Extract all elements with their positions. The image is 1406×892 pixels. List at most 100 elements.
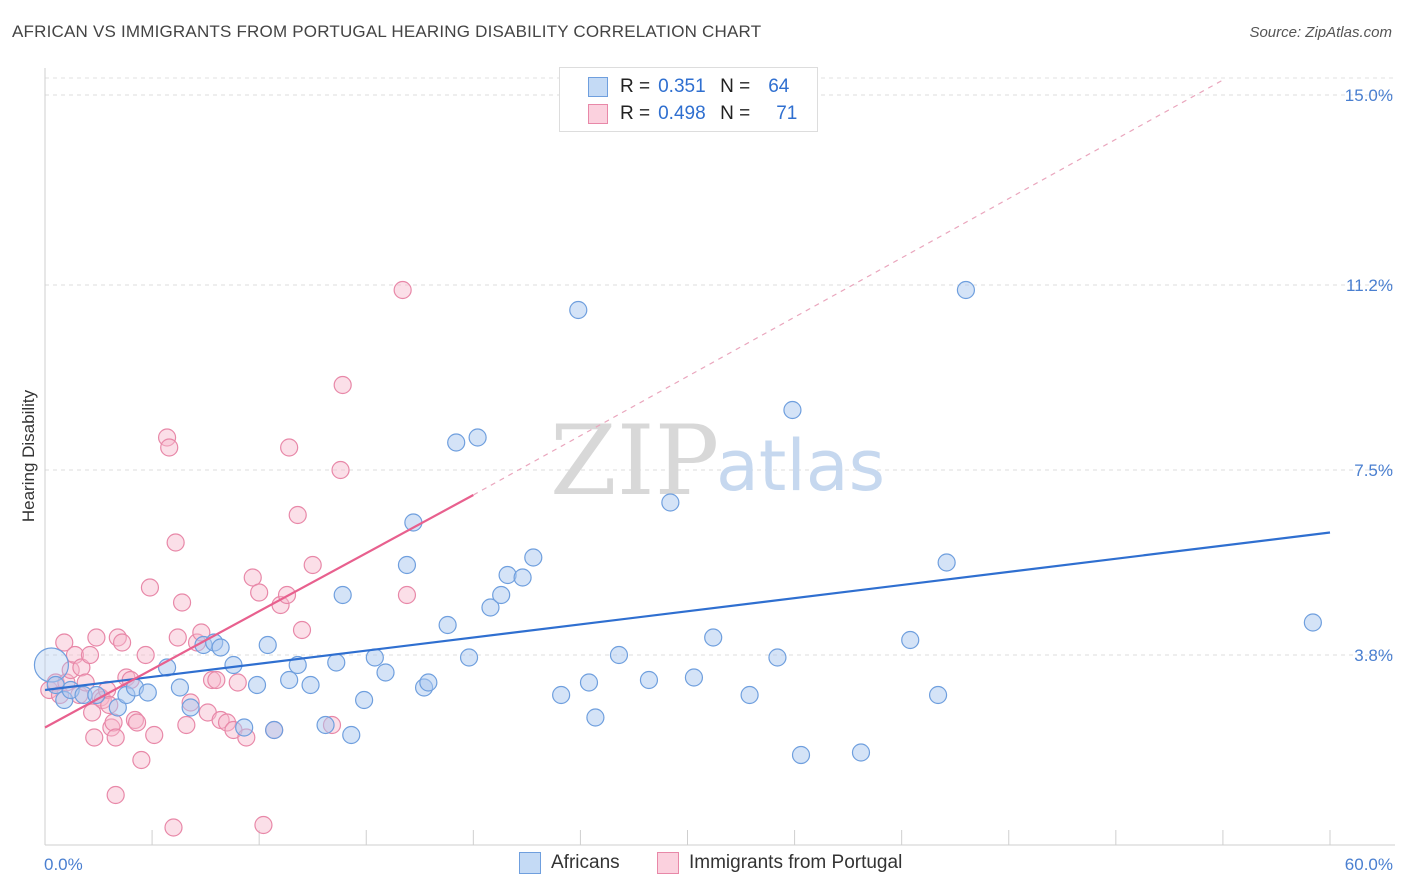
data-point-portugal <box>217 713 237 732</box>
data-point-africans <box>684 668 704 687</box>
data-point-portugal <box>331 460 350 480</box>
data-point-portugal <box>168 628 187 647</box>
data-point-africans <box>851 743 871 762</box>
data-point-africans <box>661 493 680 512</box>
y-tick-label: 11.2% <box>1346 276 1393 295</box>
data-point-africans <box>498 565 517 585</box>
data-point-portugal <box>106 728 125 747</box>
data-point-africans <box>513 568 532 587</box>
x-tick-label: 0.0% <box>44 855 83 874</box>
legend-n-value: 64 <box>768 76 790 97</box>
data-point-portugal <box>303 555 322 575</box>
data-point-africans <box>301 675 320 695</box>
x-tick-label: 60.0% <box>1345 855 1393 874</box>
data-point-portugal <box>106 785 125 805</box>
data-point-africans <box>524 548 543 567</box>
data-point-portugal <box>85 728 104 747</box>
data-point-africans <box>33 647 70 683</box>
watermark-atlas: atlas <box>716 425 885 507</box>
data-point-africans <box>170 678 190 697</box>
data-point-africans <box>316 715 335 735</box>
data-point-africans <box>181 698 200 717</box>
trend-line-portugal <box>44 494 474 729</box>
legend-r-label: R = <box>620 76 651 97</box>
data-point-africans <box>280 670 299 690</box>
legend-n-label: N = <box>720 103 751 124</box>
data-point-portugal <box>136 645 155 665</box>
data-point-portugal <box>243 568 262 587</box>
data-point-africans <box>447 433 466 452</box>
legend-n-label: N = <box>720 76 751 97</box>
data-point-africans <box>586 708 605 727</box>
data-point-portugal <box>164 818 183 837</box>
data-point-portugal <box>72 658 91 677</box>
legend-swatch-africans <box>519 852 541 874</box>
data-point-africans <box>956 280 976 300</box>
source-credit: Source: ZipAtlas.com <box>1249 24 1392 41</box>
series-portugal-points <box>40 280 417 837</box>
data-point-africans <box>258 635 277 655</box>
correlation-legend: R = 0.351 N = 64 R = 0.498 N = 71 <box>559 67 818 132</box>
legend-swatch-portugal <box>657 852 679 874</box>
data-point-portugal <box>125 710 145 730</box>
data-point-portugal <box>228 673 247 692</box>
data-point-portugal <box>80 645 100 665</box>
data-point-portugal <box>207 670 226 690</box>
legend-row-africans: R = 0.351 N = 64 <box>588 75 789 99</box>
data-point-portugal <box>83 703 102 722</box>
data-point-africans <box>569 300 588 320</box>
data-point-africans <box>87 685 106 705</box>
data-point-portugal <box>160 438 179 457</box>
data-point-africans <box>740 685 759 705</box>
data-point-africans <box>552 685 571 705</box>
y-tick-label: 3.8% <box>1354 646 1393 665</box>
legend-r-label: R = <box>620 103 651 124</box>
data-point-africans <box>459 648 479 667</box>
data-point-africans <box>247 675 267 695</box>
data-point-africans <box>355 690 374 710</box>
data-point-portugal <box>292 620 312 640</box>
data-point-africans <box>342 725 361 745</box>
legend-item-portugal[interactable]: Immigrants from Portugal <box>657 852 902 874</box>
trend-line-portugal-extension <box>473 79 1224 496</box>
data-point-africans <box>376 663 395 682</box>
data-point-portugal <box>104 713 123 732</box>
data-point-africans <box>468 428 487 447</box>
data-point-portugal <box>333 375 352 395</box>
legend-label-africans: Africans <box>551 852 620 873</box>
legend-swatch-africans <box>588 77 608 97</box>
data-point-africans <box>1303 613 1322 632</box>
data-point-africans <box>783 400 802 420</box>
data-point-portugal <box>87 628 106 647</box>
data-point-africans <box>901 630 920 650</box>
data-point-portugal <box>250 583 269 602</box>
data-point-africans <box>288 655 307 675</box>
legend-swatch-portugal <box>588 104 608 124</box>
legend-item-africans[interactable]: Africans <box>519 852 620 874</box>
data-point-africans <box>791 745 811 765</box>
data-point-portugal <box>127 713 147 732</box>
data-point-africans <box>224 655 243 675</box>
data-point-africans <box>397 555 417 575</box>
data-point-africans <box>419 673 438 692</box>
legend-r-value: 0.498 <box>658 103 706 124</box>
data-point-portugal <box>132 750 151 770</box>
data-point-africans <box>609 645 629 665</box>
data-point-africans <box>639 670 659 690</box>
data-point-portugal <box>288 505 307 525</box>
trend-lines <box>44 79 1331 729</box>
data-point-africans <box>333 585 352 605</box>
data-point-africans <box>704 628 723 647</box>
data-point-africans <box>492 585 511 605</box>
data-point-africans <box>265 720 284 740</box>
data-point-africans <box>108 698 127 717</box>
y-axis-label: Hearing Disability <box>19 389 38 522</box>
y-tick-label: 15.0% <box>1345 86 1393 105</box>
data-point-africans <box>327 653 346 672</box>
watermark-zip: ZIP <box>550 405 719 517</box>
data-point-portugal <box>254 815 273 835</box>
data-point-portugal <box>393 280 412 300</box>
data-point-portugal <box>61 660 80 680</box>
legend-row-portugal: R = 0.498 N = 71 <box>588 102 797 126</box>
